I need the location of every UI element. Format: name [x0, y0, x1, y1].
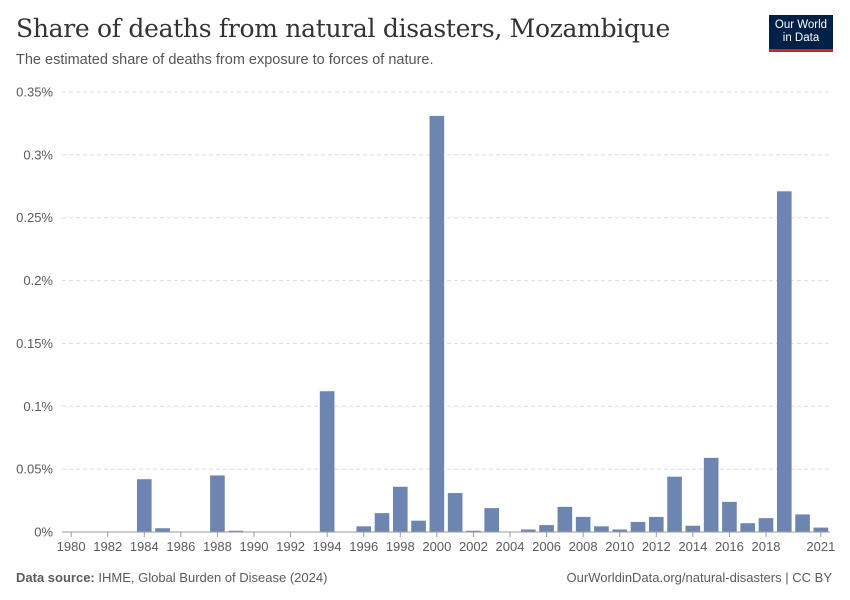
source-text: IHME, Global Burden of Disease (2024) — [98, 570, 328, 585]
bar-1989[interactable] — [228, 530, 244, 532]
bar-2009[interactable] — [594, 526, 609, 532]
x-tick-label: 1980 — [57, 539, 86, 554]
bar-2015[interactable] — [703, 457, 719, 532]
y-tick-label: 0.1% — [23, 399, 53, 414]
x-tick-label: 1992 — [276, 539, 305, 554]
x-tick-label: 1994 — [313, 539, 342, 554]
x-tick-label: 1998 — [386, 539, 415, 554]
bar-1988[interactable] — [210, 475, 225, 532]
bar-2020[interactable] — [795, 514, 810, 532]
gridlines — [62, 91, 830, 470]
bar-1998[interactable] — [392, 486, 408, 532]
bar-2008[interactable] — [575, 516, 591, 532]
x-tick-label: 1982 — [93, 539, 122, 554]
bar-2005[interactable] — [520, 529, 536, 532]
x-tick-label: 1990 — [240, 539, 269, 554]
bar-1996[interactable] — [356, 526, 372, 532]
x-tick-label: 2018 — [752, 539, 781, 554]
chart-subtitle: The estimated share of deaths from expos… — [16, 52, 434, 68]
logo-line-2: in Data — [782, 32, 820, 44]
y-tick-label: 0.3% — [23, 147, 53, 162]
bar-1997[interactable] — [374, 513, 390, 532]
bar-2002[interactable] — [466, 530, 481, 532]
x-axis: 1980 1982 1984 1986 1988 1990 1992 1994 1996 1998… — [57, 531, 835, 554]
chart-title: Share of deaths from natural disasters, … — [16, 14, 670, 43]
y-axis-labels: 0% 0.05% 0.1% 0.15% 0.2% 0.25% 0.3% 0.35% — [16, 85, 53, 540]
bars — [136, 115, 829, 532]
bar-2001[interactable] — [447, 493, 463, 532]
source-label: Data source: — [16, 570, 95, 585]
x-tick-label: 2014 — [678, 539, 707, 554]
x-tick-label: 1996 — [349, 539, 378, 554]
bar-2019[interactable] — [776, 191, 792, 532]
bar-2021[interactable] — [813, 527, 829, 532]
x-tick-label: 2006 — [532, 539, 561, 554]
license-link[interactable]: CC BY — [792, 570, 832, 585]
x-tick-label: 1986 — [166, 539, 195, 554]
bar-2012[interactable] — [648, 516, 664, 532]
bar-1999[interactable] — [411, 520, 426, 532]
logo-line-1: Our World — [774, 19, 828, 31]
x-tick-label: 2000 — [422, 539, 451, 554]
bar-2006[interactable] — [539, 525, 554, 532]
footer-separator: | — [785, 570, 789, 585]
x-tick-label: 2021 — [806, 539, 835, 554]
x-tick-label: 2010 — [605, 539, 634, 554]
x-tick-label: 2016 — [715, 539, 744, 554]
bar-2017[interactable] — [740, 523, 756, 532]
x-tick-label: 2004 — [496, 539, 525, 554]
owid-logo[interactable]: Our World in Data — [769, 15, 833, 52]
source-link[interactable]: OurWorldinData.org/natural-disasters — [566, 570, 782, 585]
bar-1984[interactable] — [136, 479, 152, 532]
bar-2010[interactable] — [612, 529, 628, 532]
bar-2011[interactable] — [630, 521, 646, 532]
x-tick-label: 2012 — [642, 539, 671, 554]
bar-1985[interactable] — [155, 528, 170, 532]
bar-2007[interactable] — [557, 506, 573, 532]
y-tick-label: 0.15% — [16, 336, 53, 351]
bar-2016[interactable] — [722, 501, 737, 532]
x-tick-label: 1984 — [130, 539, 159, 554]
footer-credits: OurWorldinData.org/natural-disasters | C… — [567, 570, 832, 585]
x-tick-label: 2008 — [569, 539, 598, 554]
y-tick-label: 0.25% — [16, 210, 53, 225]
y-tick-label: 0.05% — [16, 462, 53, 477]
y-tick-label: 0.2% — [23, 273, 53, 288]
bar-1994[interactable] — [319, 391, 335, 532]
bar-2013[interactable] — [667, 476, 682, 532]
footer-source: Data source: IHME, Global Burden of Dise… — [16, 570, 327, 585]
y-tick-label: 0% — [34, 525, 53, 540]
y-tick-label: 0.35% — [16, 85, 53, 100]
bar-2018[interactable] — [758, 518, 774, 532]
bar-2003[interactable] — [484, 508, 500, 532]
bar-2000[interactable] — [429, 115, 445, 532]
x-tick-label: 1988 — [203, 539, 232, 554]
bar-2014[interactable] — [685, 525, 701, 532]
x-tick-label: 2002 — [459, 539, 488, 554]
